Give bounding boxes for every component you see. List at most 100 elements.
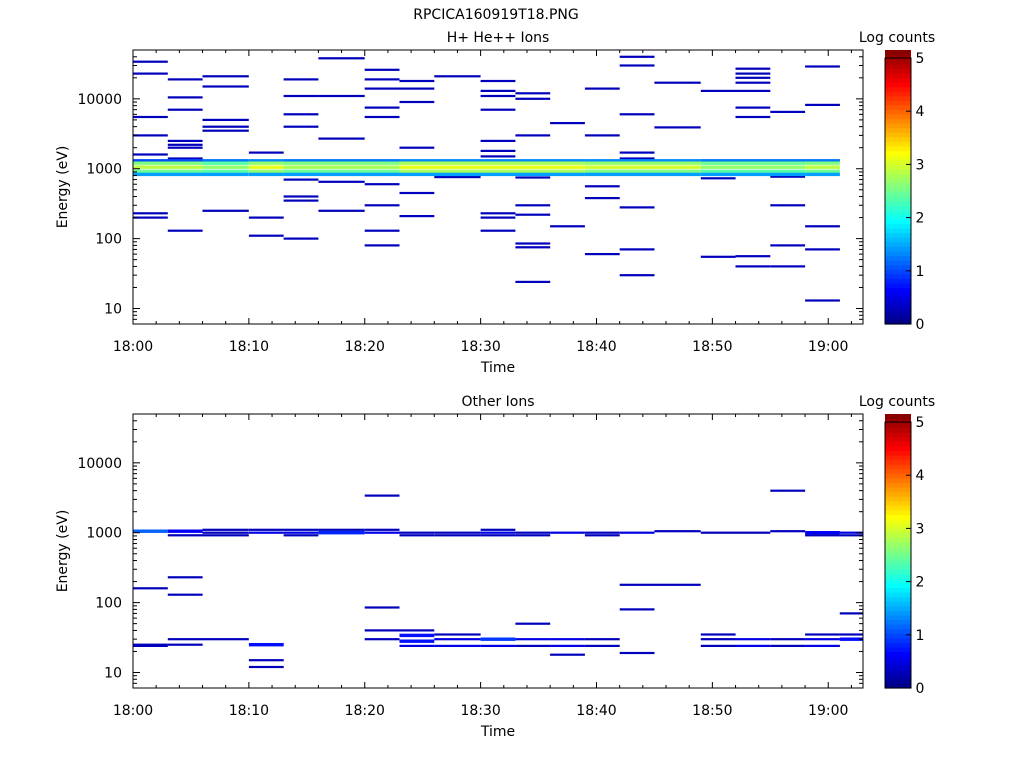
colorbar-step xyxy=(885,196,911,202)
y-axis-label: Energy (eV) xyxy=(55,146,71,229)
colorbar-step xyxy=(885,177,911,184)
heatmap-cell xyxy=(584,159,701,163)
heatmap-cell xyxy=(550,225,585,228)
heatmap-cell xyxy=(654,81,701,84)
colorbar-tick-label: 5 xyxy=(916,51,925,67)
x-tick-label: 18:10 xyxy=(229,703,269,719)
heatmap-cell xyxy=(805,534,840,537)
colorbar-step xyxy=(885,578,911,584)
heatmap-cell xyxy=(515,213,551,216)
colorbar-step xyxy=(885,678,911,685)
heatmap-cell xyxy=(364,531,400,534)
heatmap-cell xyxy=(700,177,736,180)
heatmap-cell xyxy=(805,169,840,173)
heatmap-cell xyxy=(248,665,284,669)
heatmap-cell xyxy=(434,531,481,534)
heatmap-cell xyxy=(399,215,435,218)
heatmap-cell xyxy=(619,113,655,116)
heatmap-cell xyxy=(584,531,620,534)
heatmap-cell xyxy=(770,644,806,647)
colorbar-step xyxy=(885,127,911,133)
heatmap-cell xyxy=(248,216,284,219)
heatmap-cell xyxy=(619,608,655,611)
heatmap-cell xyxy=(202,531,249,534)
heatmap-cell xyxy=(805,644,840,647)
colorbar-step xyxy=(885,191,911,197)
colorbar-label: Log counts xyxy=(859,394,935,410)
heatmap-cell xyxy=(584,172,701,177)
heatmap-cell xyxy=(480,534,516,537)
heatmap-cell xyxy=(619,206,655,209)
heatmap-cell xyxy=(283,178,319,181)
heatmap-cell xyxy=(399,165,585,169)
heatmap-cell xyxy=(202,118,249,121)
colorbar-step xyxy=(885,232,911,238)
colorbar: 0 1 2 3 4 5 xyxy=(884,50,925,333)
heatmap-cell xyxy=(735,265,771,268)
heatmap-cell xyxy=(167,157,203,160)
heatmap-cell xyxy=(619,151,655,154)
heatmap-cell xyxy=(480,155,516,158)
colorbar-tick-label: 4 xyxy=(916,468,925,484)
heatmap-cell xyxy=(770,489,806,492)
colorbar-step xyxy=(885,182,911,188)
colorbar-step xyxy=(885,491,911,497)
colorbar-step xyxy=(885,582,911,589)
heatmap-cell xyxy=(167,108,203,111)
colorbar-step xyxy=(885,145,911,152)
heatmap-cell xyxy=(735,81,771,84)
colorbar-step xyxy=(885,614,911,621)
heatmap-cell xyxy=(283,195,319,198)
x-axis-label: Time xyxy=(480,360,515,376)
heatmap-cell xyxy=(133,72,168,75)
heatmap-cell xyxy=(550,653,585,656)
heatmap-cell xyxy=(735,115,771,119)
heatmap-cell xyxy=(399,146,435,149)
x-tick-label: 19:00 xyxy=(808,703,848,719)
heatmap-cell xyxy=(584,185,620,188)
heatmap-cell xyxy=(584,534,620,537)
heatmap-cell xyxy=(434,75,481,78)
heatmap-cell xyxy=(805,161,840,165)
heatmap-cell xyxy=(283,169,400,173)
colorbar-step xyxy=(885,264,911,270)
colorbar-step xyxy=(885,296,911,302)
y-tick-label: 100 xyxy=(95,596,122,612)
heatmap-cell xyxy=(248,172,284,177)
heatmap-cell xyxy=(318,528,365,531)
colorbar-tick-label: 1 xyxy=(916,628,925,644)
heatmap-cell xyxy=(133,169,203,173)
colorbar-step xyxy=(885,509,911,516)
heatmap-cell xyxy=(364,204,400,207)
heatmap-cell xyxy=(805,225,840,228)
heatmap-cell xyxy=(735,67,771,70)
heatmap-cell xyxy=(735,106,771,109)
heatmap-cell xyxy=(364,68,400,71)
colorbar-step xyxy=(885,100,911,106)
colorbar-step xyxy=(885,205,911,211)
heatmap-cell xyxy=(364,78,400,81)
heatmap-cell xyxy=(202,125,249,128)
heatmap-cell xyxy=(167,96,203,99)
colorbar-step xyxy=(885,423,911,429)
heatmap-cell xyxy=(248,528,284,531)
colorbar-step xyxy=(885,436,911,442)
heatmap-cell xyxy=(480,149,516,152)
heatmap-cell xyxy=(805,172,840,177)
heatmap-cell xyxy=(248,169,284,173)
heatmap-cell xyxy=(735,644,771,647)
colorbar-step xyxy=(885,68,911,74)
colorbar-step xyxy=(885,619,911,625)
colorbar: 0 1 2 3 4 5 xyxy=(884,414,925,697)
colorbar-step xyxy=(885,287,911,293)
heatmap-cell xyxy=(167,576,203,579)
heatmap-cell xyxy=(434,176,481,179)
colorbar-step xyxy=(885,314,911,321)
heatmap-cell xyxy=(318,57,365,60)
heatmap-cell xyxy=(399,172,585,177)
colorbar-step xyxy=(885,305,911,311)
heatmap-cell xyxy=(318,180,365,183)
heatmap-cell xyxy=(584,87,620,90)
heatmap-cell xyxy=(399,531,435,534)
colorbar-step xyxy=(885,445,911,452)
